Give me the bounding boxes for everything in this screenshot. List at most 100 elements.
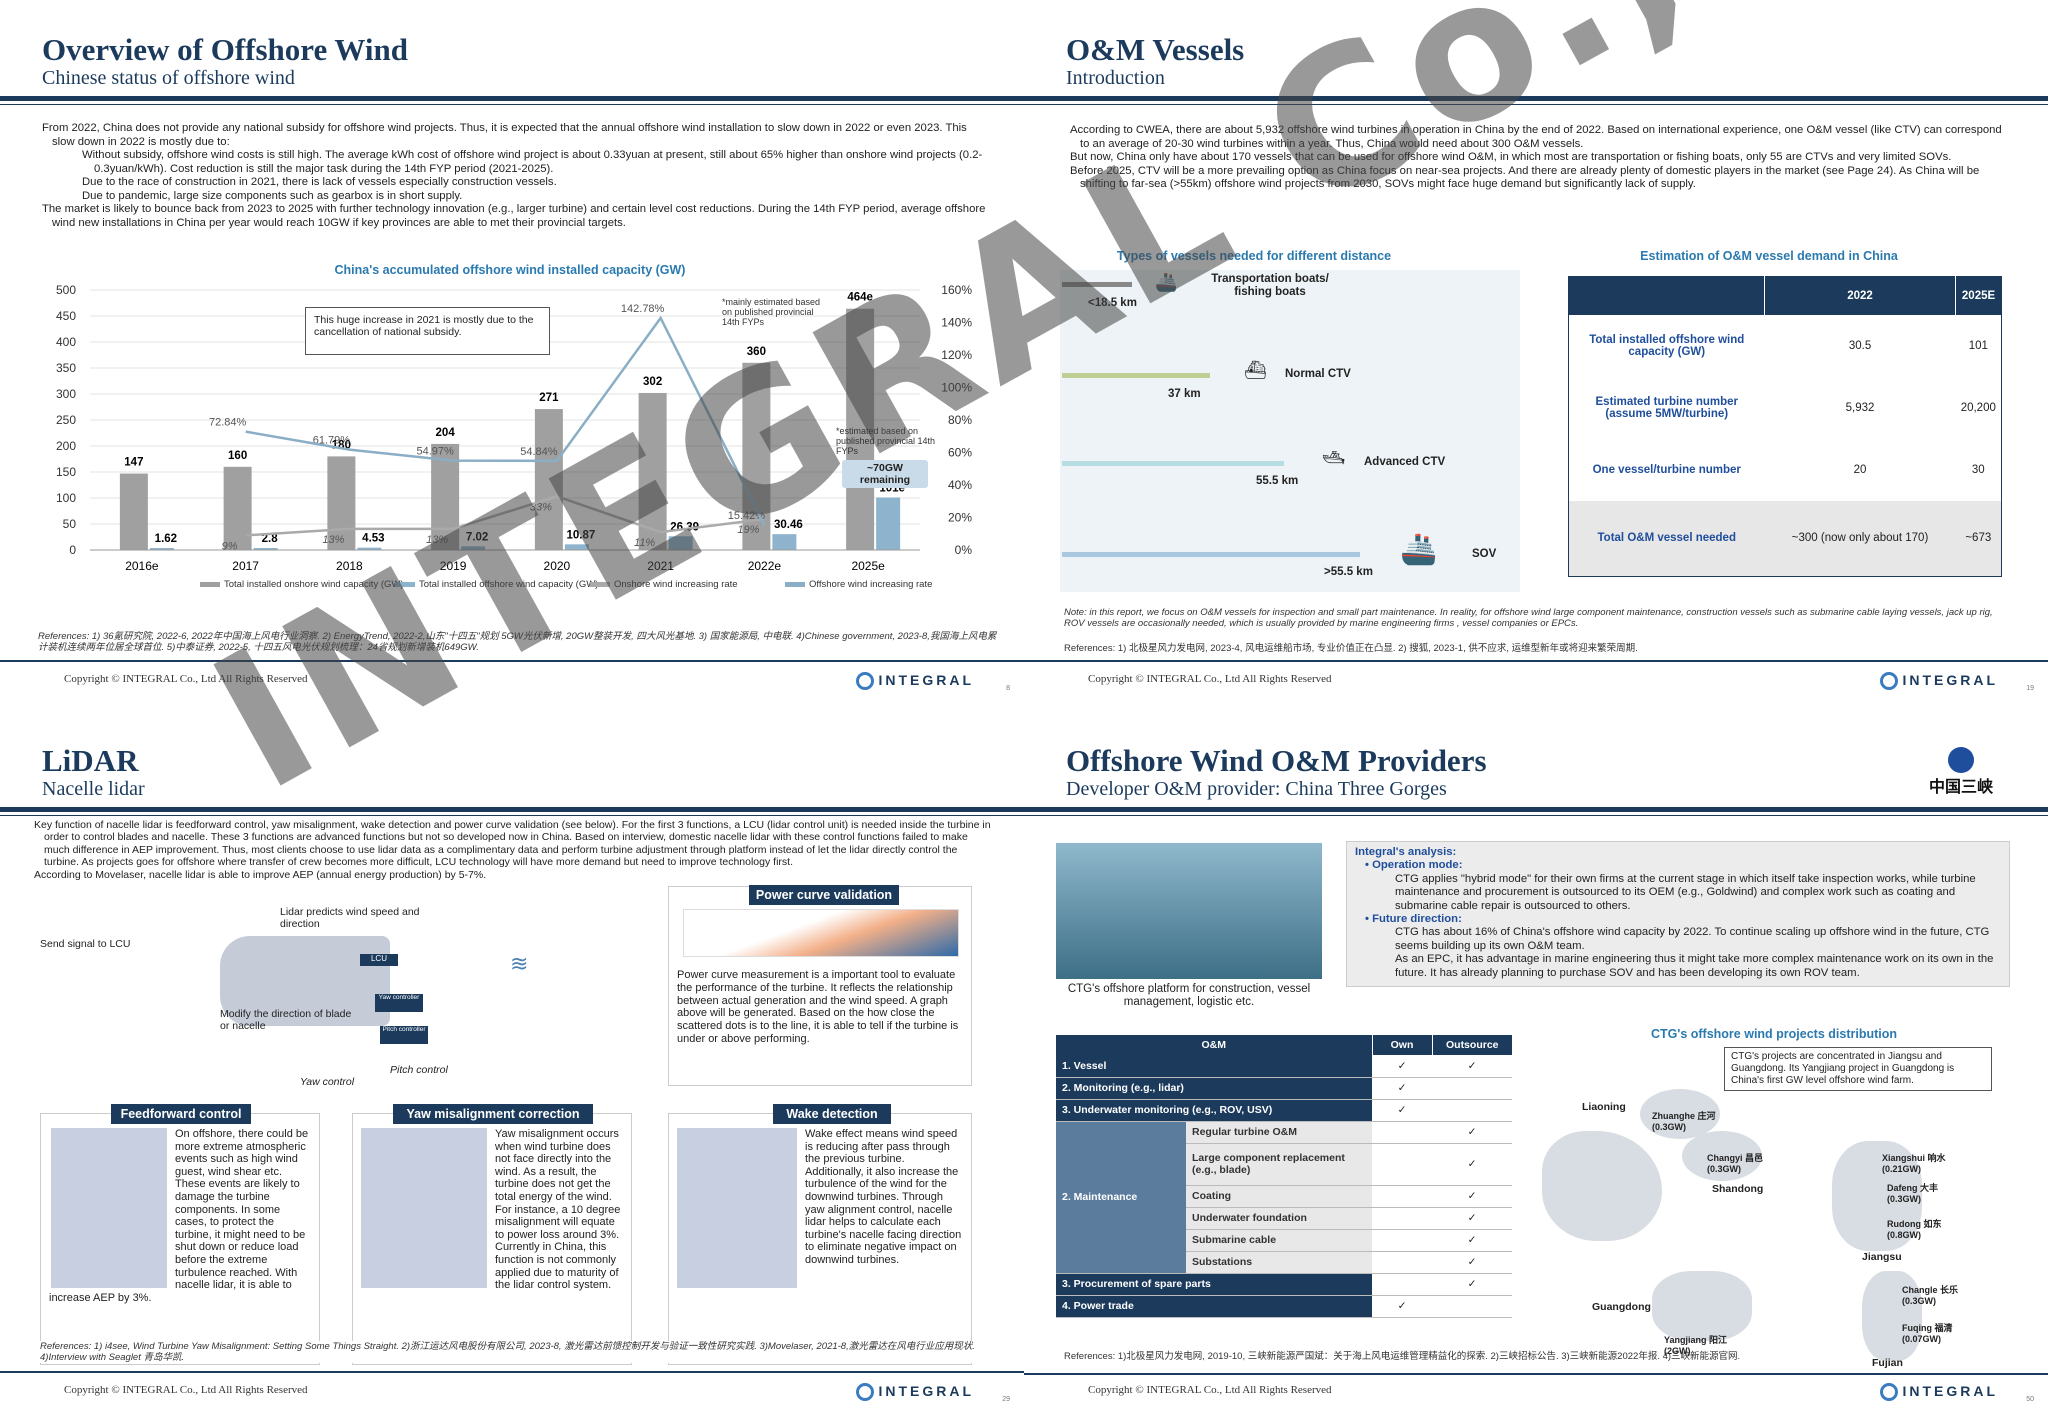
legend-label: Total installed onshore wind capacity (G… [224, 579, 404, 590]
rate-label: 61.79% [313, 435, 351, 447]
copyright: Copyright © INTEGRAL Co., Ltd All Rights… [64, 1384, 308, 1396]
slide1-references: References: 1) 36氪研究院, 2022-6, 2022年中国海上… [38, 631, 997, 653]
chart-callout: This huge increase in 2021 is mostly due… [305, 307, 550, 355]
outsource-check [1432, 1077, 1512, 1099]
advanced-ctv-icon: 🛥 [1322, 448, 1345, 468]
page-number: 29 [1002, 1396, 1010, 1403]
om-head: Outsource [1431, 1035, 1512, 1055]
y-tick-label: 0 [69, 543, 76, 557]
om-head: Own [1371, 1035, 1432, 1055]
offshore-bar [149, 548, 174, 550]
label-dafeng: Dafeng 大丰 (0.3GW) [1887, 1183, 1939, 1204]
rate-label: 13% [322, 534, 344, 546]
integral-logo-icon [1880, 1383, 1899, 1402]
legend-swatch [590, 582, 610, 587]
offshore-bar-label: 10.87 [566, 529, 595, 541]
ctv-icon: ⛴ [1244, 360, 1267, 380]
y2-tick-label: 60% [948, 446, 972, 460]
label-liaoning: Liaoning [1582, 1101, 1626, 1113]
lcu-box: LCU [360, 954, 398, 966]
x-tick-label: 2018 [336, 559, 363, 573]
outsource-check: ✓ [1467, 1190, 1477, 1202]
rate-label: 13% [426, 534, 448, 546]
sub-bullet: Without subsidy, offshore wind costs is … [82, 149, 983, 175]
china-map: Liaoning Zhuanghe 庄河 (0.3GW) Changyi 昌邑 … [1502, 1071, 2012, 1371]
legend-swatch [395, 582, 415, 587]
rate-label: 11% [634, 537, 655, 549]
om-head: O&M [1201, 1039, 1227, 1051]
onshore-bar [638, 392, 667, 550]
x-tick-label: 2016e [125, 559, 159, 573]
y-tick-label: 250 [56, 413, 76, 427]
integral-logo: INTEGRAL [1880, 672, 1998, 691]
wake-text: Wake effect means wind speed is reducing… [677, 1128, 965, 1288]
own-check [1372, 1273, 1432, 1295]
y-tick-label: 350 [56, 361, 76, 375]
vessel-label: Transportation boats/ fishing boats [1211, 273, 1329, 298]
platform-photo [1056, 843, 1322, 979]
onshore-bar [327, 456, 356, 550]
jiangsu-shape [1832, 1141, 1922, 1251]
om-row: Submarine cable ✓ [1056, 1229, 1512, 1251]
om-row: Large component replacement (e.g., blade… [1056, 1143, 1512, 1185]
own-check: ✓ [1397, 1059, 1407, 1072]
vessel-panel: 🚢 Transportation boats/ fishing boats <1… [1060, 270, 1520, 592]
own-check [1372, 1185, 1432, 1207]
om-row: 4. Power trade ✓ [1056, 1295, 1512, 1317]
sov-icon: 🚢 [1400, 533, 1438, 566]
rate-label: 54.84% [520, 446, 558, 458]
fujian-shape [1862, 1271, 1922, 1361]
offshore-bar-label: 4.53 [362, 533, 384, 545]
chart-note-estimated: *estimated based on published provincial… [836, 426, 936, 456]
slide3-bullets: Key function of nacelle lidar is feedfor… [34, 819, 994, 881]
onshore-bar [846, 308, 875, 550]
power-curve-text: Power curve measurement is a important t… [677, 969, 959, 1045]
label-changle: Changle 长乐 (0.3GW) [1902, 1285, 1959, 1306]
y-tick-label: 450 [56, 309, 76, 323]
slide1-title: Overview of Offshore Wind [42, 32, 408, 67]
offshore-bar [461, 546, 486, 550]
vessel-label: SOV [1472, 548, 1497, 560]
liaoning-shape [1640, 1089, 1720, 1139]
slide-lidar: LiDAR Nacelle lidar Key function of nace… [0, 711, 1024, 1422]
own-check [1372, 1229, 1432, 1251]
copyright: Copyright © INTEGRAL Co., Ltd All Rights… [64, 673, 308, 685]
y-tick-label: 50 [63, 517, 77, 531]
y2-tick-label: 100% [941, 381, 972, 395]
bullet: The market is likely to bounce back from… [42, 203, 986, 229]
rate-label: 15.42% [728, 510, 766, 522]
slide1-bullets: From 2022, China does not provide any na… [42, 122, 992, 230]
om-table: O&M Own Outsource 1. Vessel ✓ ✓ 2. Monitoring … [1056, 1035, 1512, 1318]
pitch-control-label: Pitch control [390, 1064, 448, 1076]
slide-om-vessels: O&M Vessels Introduction According to CW… [1024, 0, 2048, 711]
bullet: Key function of nacelle lidar is feedfor… [34, 819, 991, 869]
y-tick-label: 150 [56, 465, 76, 479]
om-row: Substations ✓ [1056, 1251, 1512, 1273]
slide2-bullets: According to CWEA, there are about 5,932… [1070, 124, 2010, 192]
ctg-logo: 中国三峡 [1926, 747, 1996, 797]
om-row: 2. Maintenance Regular turbine O&M ✓ [1056, 1121, 1512, 1273]
maintenance-group: 2. Maintenance [1056, 1121, 1186, 1273]
copyright: Copyright © INTEGRAL Co., Ltd All Rights… [1088, 1384, 1332, 1396]
own-check [1372, 1207, 1432, 1229]
offshore-bar-label: 30.46 [774, 519, 803, 531]
bullet: According to CWEA, there are about 5,932… [1070, 124, 2002, 150]
rate-label: 9% [222, 540, 238, 552]
bullet: From 2022, China does not provide any na… [42, 122, 967, 148]
outsource-check: ✓ [1467, 1212, 1477, 1224]
rate-label: 142.78% [621, 303, 665, 315]
vessel-distance: <18.5 km [1088, 297, 1137, 309]
slide1-subtitle: Chinese status of offshore wind [42, 67, 295, 89]
offshore-bar [772, 534, 797, 550]
om-row: Coating ✓ [1056, 1185, 1512, 1207]
own-check [1372, 1251, 1432, 1273]
legend-swatch [200, 582, 220, 587]
step-3-label: Modify the direction of blade or nacelle [220, 1008, 352, 1032]
lidar-diagram: Lidar predicts wind speed and direction … [30, 896, 650, 1196]
offshore-bar [357, 547, 382, 550]
integral-logo: INTEGRAL [1880, 1383, 1998, 1402]
power-curve-graph [683, 909, 959, 957]
yaw-panel: Yaw misalignment correction Yaw misalign… [352, 1104, 632, 1365]
page-number: 8 [1006, 685, 1010, 692]
y-tick-label: 400 [56, 335, 76, 349]
